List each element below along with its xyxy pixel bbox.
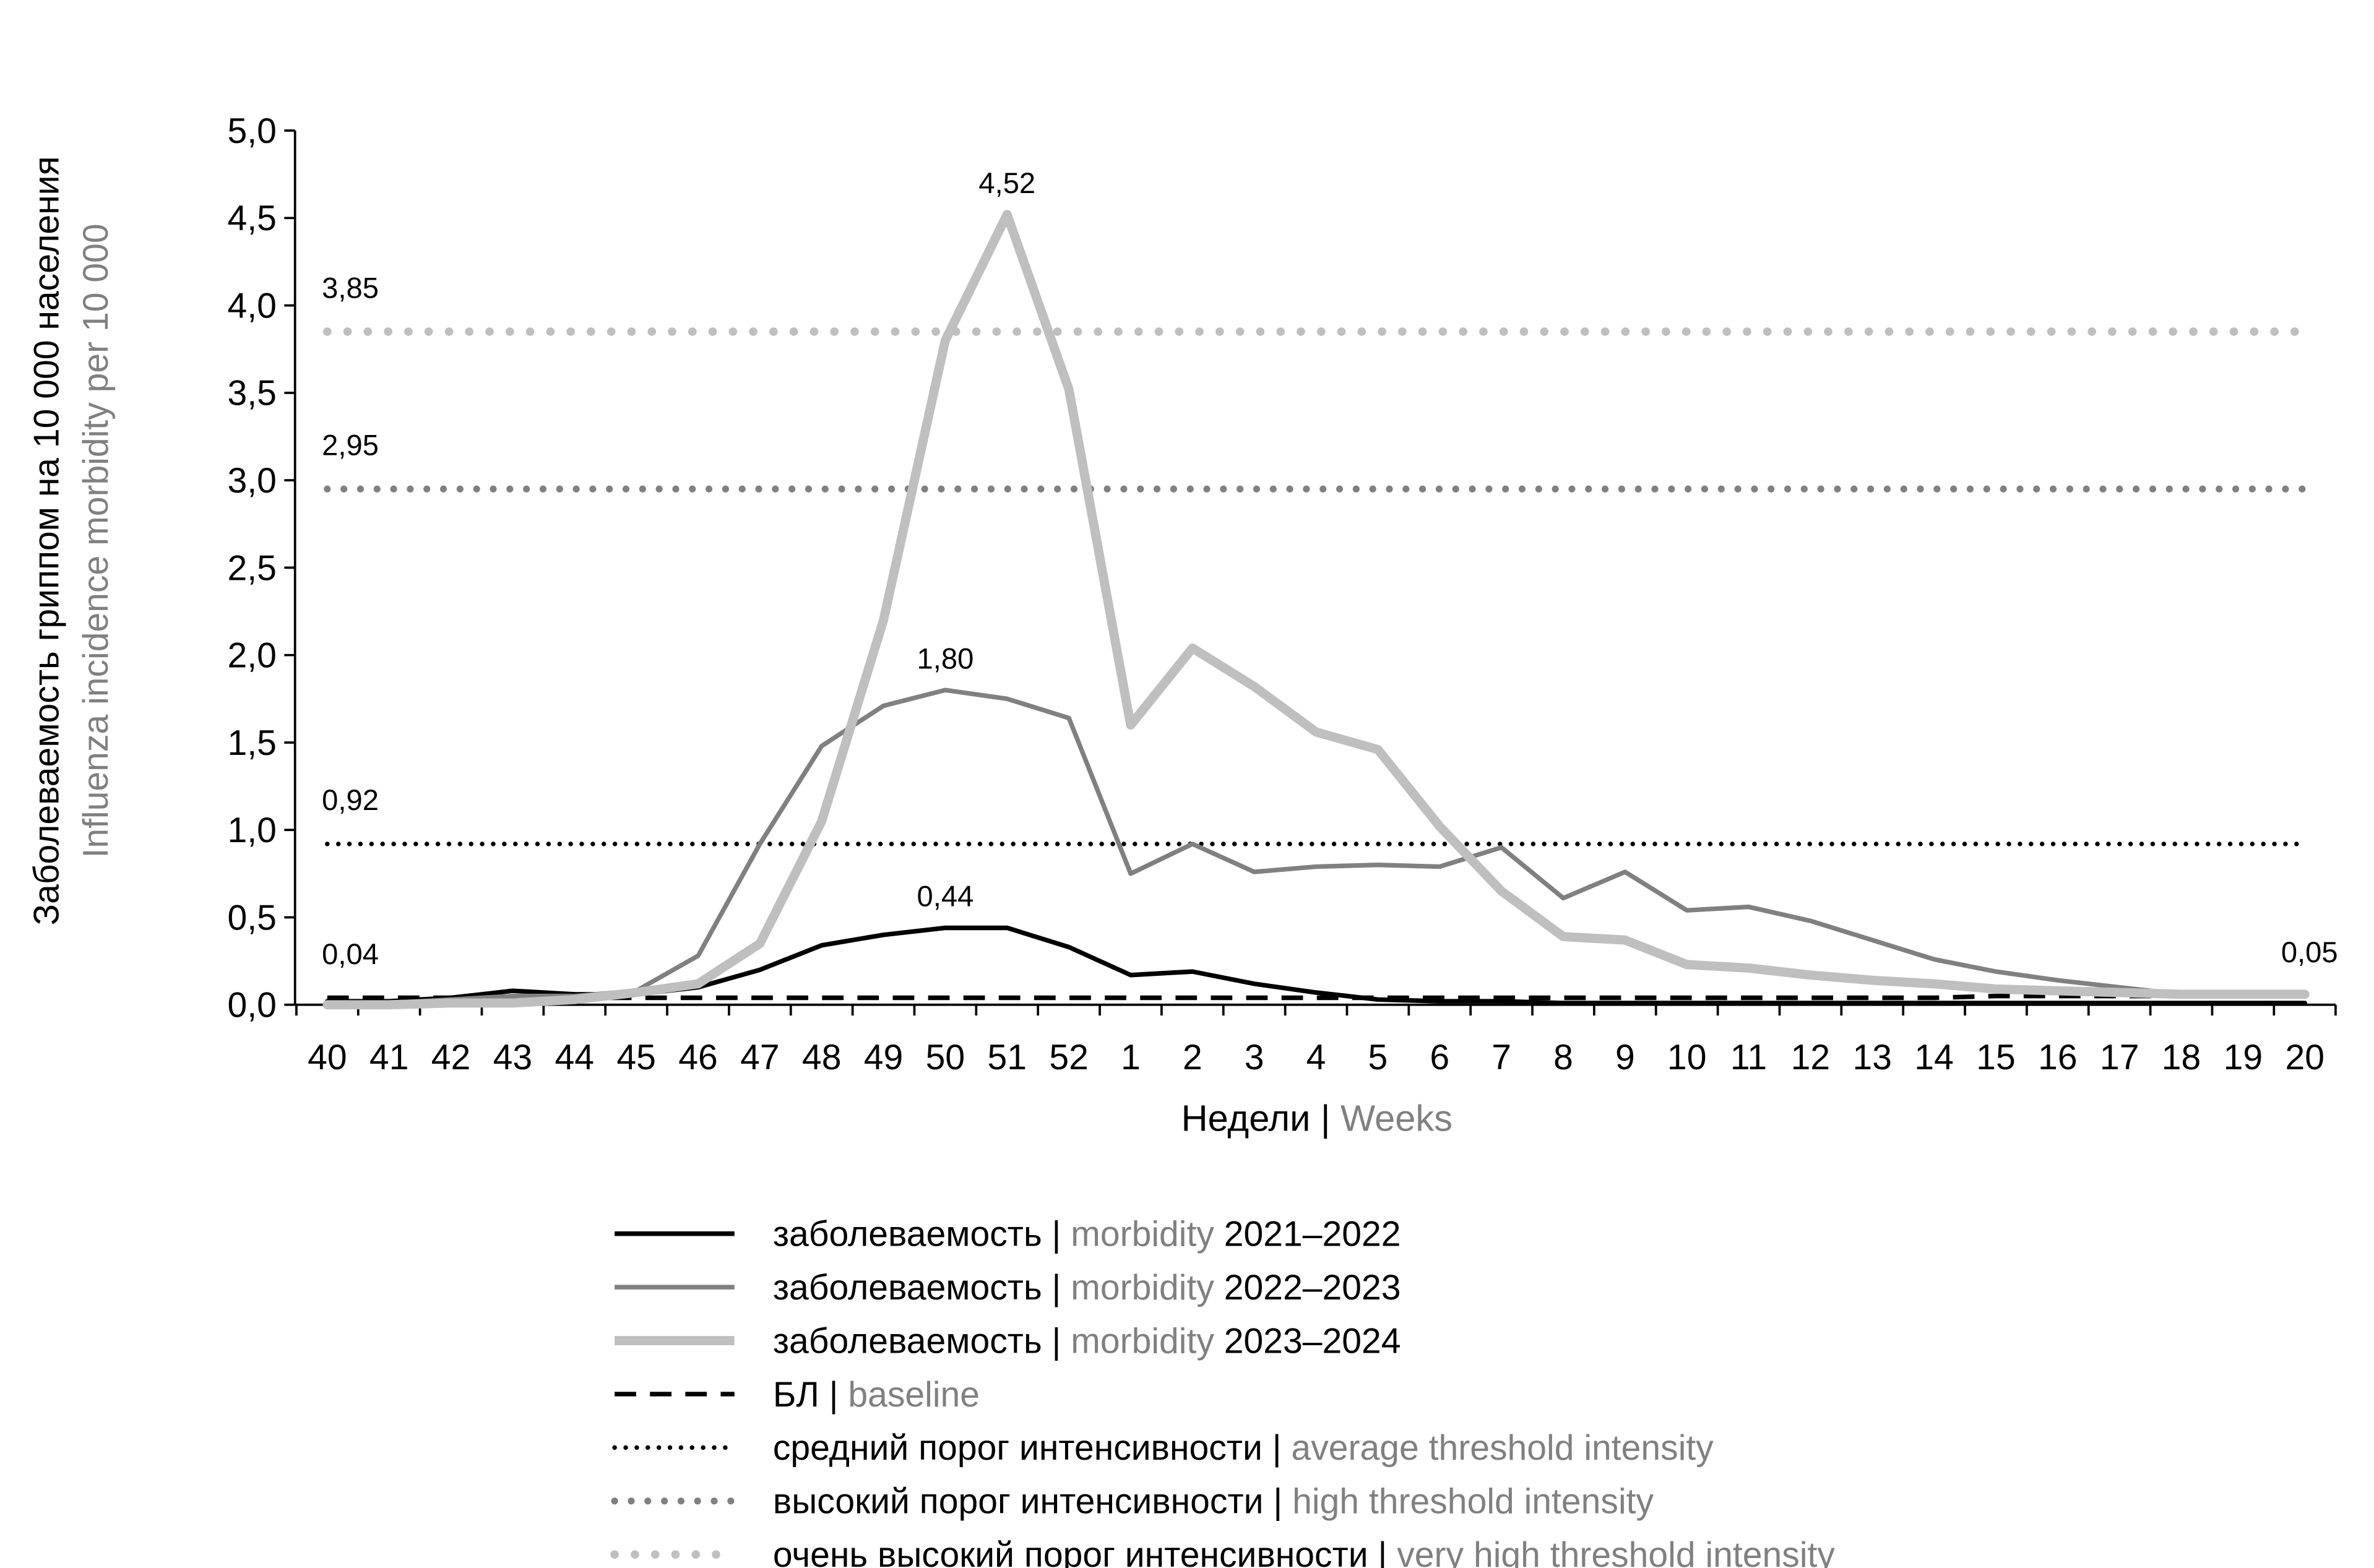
y-tick-label: 2,0 [228,636,277,676]
legend-label-ru: высокий порог интенсивности | [773,1482,1282,1522]
x-tick-label: 44 [555,1038,595,1077]
x-tick-label: 3 [1245,1038,1264,1077]
plot-area: 0,00,51,01,52,02,53,03,54,04,55,040 41 42 4… [228,111,2338,1077]
legend-label-en: very high threshold intensity [1397,1535,1835,1568]
x-tick-label: 42 [431,1038,471,1077]
x-tick-label: 11 [1730,1038,1767,1077]
x-tick-label: 5 [1368,1038,1388,1077]
x-tick-label: 1 [1121,1038,1141,1077]
series-line [327,993,2305,1001]
value-label: 0,44 [917,880,974,913]
y-tick-label: 2,5 [228,548,277,588]
value-label: 0,05 [2281,936,2338,968]
y-axis-title-en: Influenza incidence morbidity per 10 000 [76,223,116,858]
x-tick-label: 49 [864,1038,904,1077]
x-tick-label: 19 [2224,1038,2263,1077]
legend-label: заболеваемость | morbidity 2023–2024 [773,1321,1401,1361]
legend-label-en: average threshold intensity [1291,1428,1714,1468]
x-tick-label: 16 [2038,1038,2078,1077]
series-line [322,210,2310,1010]
value-label: 0,04 [322,937,379,970]
legend-label-season: 2021–2022 [1224,1215,1401,1254]
legend-label-season: 2023–2024 [1224,1321,1401,1361]
legend-label-en: baseline [848,1375,980,1415]
legend-label: очень высокий порог интенсивности | very… [773,1535,1836,1568]
legend-label-en: morbidity [1071,1268,1214,1307]
legend-label: высокий порог интенсивности | high thres… [773,1482,1654,1522]
y-tick-label: 4,5 [228,199,277,238]
legend-label-ru: заболеваемость | [773,1268,1061,1307]
legend-label-season: 2022–2023 [1224,1268,1401,1307]
x-tick-label: 47 [740,1038,780,1077]
x-tick-label: 43 [493,1038,533,1077]
y-tick-label: 1,0 [228,811,277,850]
x-tick-label: 20 [2286,1038,2325,1077]
y-axis-title: Заболеваемость гриппом на 10 000 населен… [27,157,66,926]
x-tick-label: 17 [2100,1038,2139,1077]
x-axis-title-en: Weeks [1340,1097,1452,1139]
legend-label-ru: средний порог интенсивности | [773,1428,1282,1468]
legend-label-en: morbidity [1071,1215,1214,1254]
legend-label-ru: БЛ | [773,1375,839,1415]
legend-label-en: morbidity [1071,1321,1214,1361]
x-tick-label: 12 [1791,1038,1831,1077]
value-label: 0,92 [322,783,379,816]
legend-label-ru: заболеваемость | [773,1321,1061,1361]
value-label: 3,85 [322,271,379,304]
y-tick-label: 0,5 [228,898,277,937]
value-label: 1,80 [917,642,974,674]
y-tick-label: 0,0 [228,986,277,1025]
y-tick-label: 1,5 [228,723,277,763]
x-tick-label: 45 [616,1038,656,1077]
x-tick-label: 18 [2162,1038,2201,1077]
x-tick-label: 52 [1049,1038,1089,1077]
legend-label: заболеваемость | morbidity 2021–2022 [773,1215,1401,1254]
value-label: 4,52 [978,166,1035,199]
x-tick-label: 15 [1976,1038,2016,1077]
legend: заболеваемость | morbidity 2021–2022забо… [610,1215,1836,1568]
x-tick-label: 4 [1306,1038,1326,1077]
x-tick-label: 6 [1430,1038,1449,1077]
legend-label-ru: заболеваемость | [773,1215,1061,1254]
x-tick-label: 41 [369,1038,409,1077]
legend-label: средний порог интенсивности | average th… [773,1428,1714,1468]
x-axis-title-ru: Недели | [1181,1097,1331,1139]
x-tick-label: 51 [988,1038,1027,1077]
y-tick-label: 3,5 [228,374,277,413]
y-tick-label: 5,0 [228,111,277,151]
x-tick-label: 7 [1491,1038,1511,1077]
x-tick-label: 14 [1914,1038,1954,1077]
value-label: 2,95 [322,429,379,462]
legend-label-en: high threshold intensity [1292,1482,1654,1522]
x-tick-label: 46 [678,1038,718,1077]
x-tick-label: 48 [802,1038,842,1077]
x-axis-title: Недели | Weeks [1181,1097,1452,1139]
y-tick-label: 3,0 [228,461,277,501]
y-tick-label: 4,0 [228,286,277,325]
x-tick-label: 8 [1553,1038,1573,1077]
x-tick-label: 10 [1667,1038,1707,1077]
x-tick-label: 40 [308,1038,347,1077]
legend-label: БЛ | baseline [773,1375,980,1415]
series-line [325,687,2307,1006]
legend-label-ru: очень высокий порог интенсивности | [773,1535,1387,1568]
x-tick-label: 13 [1853,1038,1893,1077]
legend-label: заболеваемость | morbidity 2022–2023 [773,1268,1401,1307]
x-tick-label: 9 [1615,1038,1635,1077]
x-tick-label: 50 [926,1038,965,1077]
x-tick-label: 2 [1183,1038,1202,1077]
